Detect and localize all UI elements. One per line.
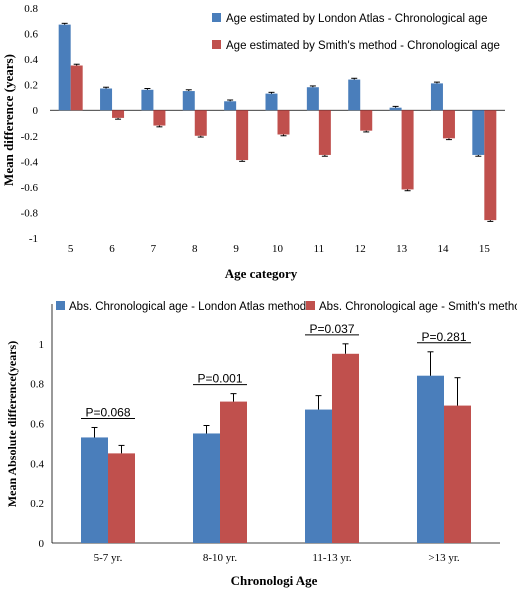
top-bar <box>100 88 113 111</box>
top-chart: 0.8 0.6 0.4 0.2 0 -0.2 -0.4 -0.6 -0.8 -1 5 6 7 8 9 10 1… <box>1 3 505 281</box>
top-bar <box>442 110 455 139</box>
top-x-tick-label: 5 <box>68 243 74 255</box>
bottom-legend-label-smith: Abs. Chronological age - Smith's method <box>319 301 517 313</box>
bottom-bars <box>81 343 471 544</box>
bottom-bar <box>417 375 444 543</box>
top-y-tick-label: -0.6 <box>21 182 39 194</box>
bottom-x-axis-title: Chronologi Age <box>231 573 318 588</box>
bottom-bar <box>193 433 220 543</box>
bottom-y-tick-label: 0 <box>39 538 45 550</box>
top-bar <box>348 79 361 111</box>
top-y-tick-label: -1 <box>29 233 38 245</box>
top-bar <box>472 110 485 155</box>
top-x-tick-label: 11 <box>314 243 325 255</box>
top-legend-label-london: Age estimated by London Atlas - Chronolo… <box>226 13 487 25</box>
bottom-legend-swatch-london <box>56 301 65 310</box>
top-x-tick-label: 7 <box>151 243 157 255</box>
bottom-bar <box>332 353 359 543</box>
bottom-x-tick-label: 8-10 yr. <box>203 552 237 564</box>
bottom-bar <box>81 437 108 543</box>
top-bar <box>194 110 207 136</box>
top-legend-swatch-smith <box>212 40 221 49</box>
top-bar <box>265 93 278 111</box>
top-x-tick-label: 14 <box>437 243 449 255</box>
top-legend-label-smith: Age estimated by Smith's method - Chrono… <box>226 40 500 52</box>
bottom-bar <box>220 401 247 543</box>
bottom-legend-swatch-smith <box>306 301 315 310</box>
top-bar <box>153 110 166 126</box>
top-bars <box>58 22 497 222</box>
top-bar <box>360 110 373 131</box>
top-y-tick-label: 0.4 <box>24 54 38 66</box>
bottom-y-axis-title: Mean Absolute difference(years) <box>5 341 19 507</box>
top-y-tick-label: 0 <box>33 105 39 117</box>
top-bar <box>70 65 83 111</box>
bottom-p-value-label: P=0.001 <box>197 372 242 386</box>
bottom-legend-label-london: Abs. Chronological age - London Atlas me… <box>69 301 306 313</box>
top-y-tick-label: 0.2 <box>24 80 38 92</box>
bottom-bar <box>444 405 471 543</box>
top-bar <box>306 87 319 111</box>
top-x-tick-label: 9 <box>233 243 239 255</box>
top-legend: Age estimated by London Atlas - Chronolo… <box>212 13 500 52</box>
top-x-tick-label: 10 <box>272 243 284 255</box>
top-y-tick-label: -0.4 <box>21 156 39 168</box>
bottom-chart: 0 0.2 0.4 0.6 0.8 1 5-7 yr. 8-10 yr. 11-13 yr. >… <box>5 301 517 588</box>
bottom-x-tick-label: >13 yr. <box>428 552 460 564</box>
top-y-tick-label: 0.6 <box>24 29 38 41</box>
bottom-x-tick-label: 5-7 yr. <box>94 552 123 564</box>
top-bar <box>389 107 402 111</box>
bottom-p-value-label: P=0.037 <box>309 322 354 336</box>
bottom-x-tick-label: 11-13 yr. <box>312 552 352 564</box>
bottom-legend: Abs. Chronological age - London Atlas me… <box>56 301 517 313</box>
top-bar <box>277 110 290 135</box>
bottom-bar <box>305 409 332 543</box>
bottom-p-value-annotations: P=0.068 P=0.001 P=0.037 P=0.281 <box>81 322 471 419</box>
top-bar <box>430 83 443 111</box>
top-bar <box>236 110 249 161</box>
bottom-bar <box>108 453 135 544</box>
top-y-tick-label: 0.8 <box>24 3 38 15</box>
top-bar <box>141 89 154 111</box>
top-x-tick-label: 15 <box>479 243 491 255</box>
top-y-axis-ticks: 0.8 0.6 0.4 0.2 0 -0.2 -0.4 -0.6 -0.8 -1 <box>21 3 505 245</box>
bottom-y-tick-label: 1 <box>39 339 45 351</box>
top-bar <box>58 24 71 111</box>
top-bar <box>401 110 414 190</box>
top-x-axis-ticks: 5 6 7 8 9 10 11 12 13 14 15 <box>68 243 490 255</box>
bottom-y-tick-label: 0.4 <box>30 458 44 470</box>
top-y-axis-title: Mean difference (years) <box>1 54 16 186</box>
top-bar <box>224 101 237 111</box>
top-x-tick-label: 8 <box>192 243 198 255</box>
top-x-tick-label: 12 <box>355 243 366 255</box>
bottom-p-value-label: P=0.281 <box>421 330 466 344</box>
bottom-y-tick-label: 0.8 <box>30 379 44 391</box>
bottom-y-tick-label: 0.2 <box>30 498 44 510</box>
bottom-x-axis-ticks: 5-7 yr. 8-10 yr. 11-13 yr. >13 yr. <box>94 552 460 564</box>
top-bar <box>182 91 195 111</box>
top-x-tick-label: 13 <box>396 243 408 255</box>
top-x-tick-label: 6 <box>109 243 115 255</box>
top-bar <box>484 110 497 221</box>
top-x-axis-title: Age category <box>225 266 298 281</box>
top-legend-swatch-london <box>212 13 221 22</box>
top-bar <box>318 110 331 155</box>
top-bar <box>112 110 125 118</box>
top-y-tick-label: -0.2 <box>21 131 38 143</box>
bottom-p-value-label: P=0.068 <box>85 405 130 419</box>
top-y-tick-label: -0.8 <box>21 207 39 219</box>
bottom-y-tick-label: 0.6 <box>30 419 44 431</box>
